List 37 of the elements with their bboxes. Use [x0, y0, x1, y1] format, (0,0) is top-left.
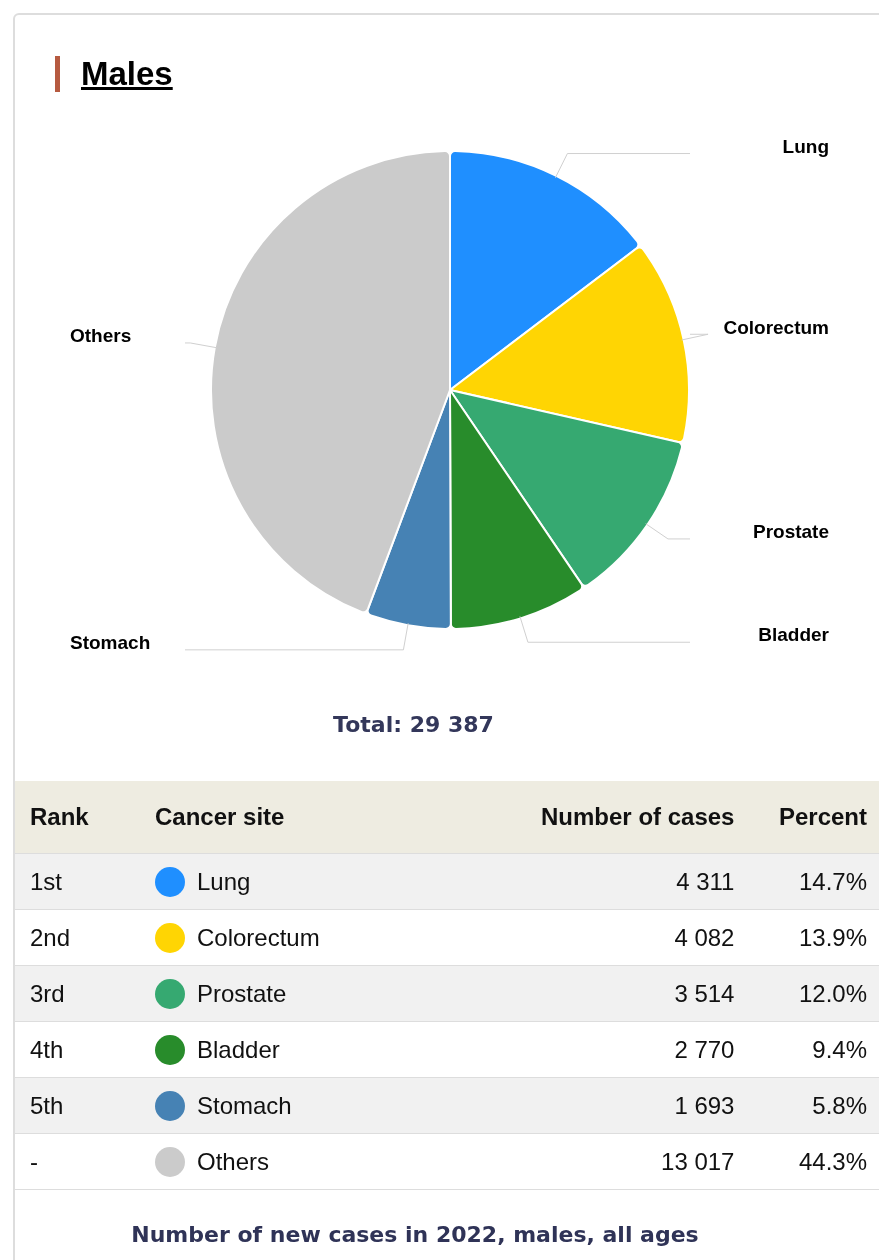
- legend-label: Bladder: [197, 1035, 280, 1063]
- legend-label: Stomach: [197, 1091, 292, 1119]
- category-label: Bladder: [758, 624, 829, 646]
- data-label: 4 082: [455, 909, 735, 966]
- category-label: Prostate: [752, 521, 829, 543]
- text: Total: 29 387: [332, 712, 495, 737]
- legend-label: Colorectum: [197, 923, 320, 951]
- category-label: Stomach: [70, 632, 151, 654]
- text: 9.4%: [734, 1021, 879, 1078]
- legend-label: Prostate: [197, 979, 287, 1007]
- text: 5th: [15, 1077, 155, 1134]
- legend-label: Lung: [197, 867, 251, 895]
- data-label: 13 017: [455, 1133, 735, 1190]
- data-label: 2 770: [455, 1021, 735, 1078]
- text: 12.0%: [734, 965, 879, 1022]
- text: -: [15, 1133, 155, 1190]
- text: 2nd: [15, 909, 155, 966]
- data-label: 4 311: [455, 853, 735, 910]
- text: Rank: [15, 781, 155, 854]
- text: 1st: [15, 853, 155, 910]
- text: 14.7%: [734, 853, 879, 910]
- category-label: Lung: [782, 135, 829, 157]
- text: Percent: [734, 781, 879, 854]
- slice-label: Colorectum: [723, 316, 829, 338]
- text: 3rd: [15, 965, 155, 1022]
- chart-title: Males: [81, 55, 173, 93]
- text: 44.3%: [734, 1133, 879, 1190]
- text: Number of new cases in 2022, males, all ages: [130, 1222, 700, 1247]
- data-label: 1 693: [455, 1077, 735, 1134]
- text: 4th: [15, 1021, 155, 1078]
- slice-label: Others: [70, 325, 132, 347]
- text: 13.9%: [734, 909, 879, 966]
- data-label: 3 514: [455, 965, 735, 1022]
- text: Cancer site: [155, 781, 455, 854]
- legend-label: Others: [197, 1147, 270, 1175]
- text: 5.8%: [734, 1077, 879, 1134]
- text: Number of cases: [455, 781, 735, 854]
